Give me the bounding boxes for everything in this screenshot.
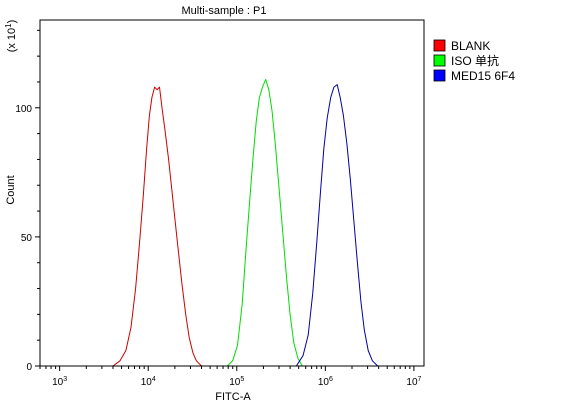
x-axis-label: FITC-A bbox=[215, 391, 251, 403]
series-line-1 bbox=[226, 78, 303, 367]
legend-label-1: ISO 单抗 bbox=[451, 53, 499, 68]
y-tick-label-0: 0 bbox=[26, 362, 32, 373]
x-tick-label-4: 107 bbox=[406, 376, 421, 388]
series-line-2 bbox=[295, 84, 379, 367]
x-tick-label-3: 106 bbox=[318, 376, 333, 388]
legend-label-2: MED15 6F4 bbox=[451, 69, 515, 83]
y-tick-label-1: 50 bbox=[21, 233, 33, 244]
y-axis-multiplier: (x 101) bbox=[4, 20, 18, 53]
legend-label-0: BLANK bbox=[451, 39, 490, 53]
x-tick-label-0: 103 bbox=[52, 376, 67, 388]
legend-swatch-1 bbox=[433, 54, 446, 67]
y-axis-label: Count bbox=[5, 175, 17, 204]
legend-swatch-0 bbox=[433, 39, 446, 52]
chart-title: Multi-sample : P1 bbox=[182, 5, 267, 17]
x-tick-label-1: 104 bbox=[141, 376, 156, 388]
y-tick-label-2: 100 bbox=[15, 104, 32, 115]
legend-swatch-2 bbox=[433, 69, 446, 82]
series-line-0 bbox=[112, 86, 202, 367]
plot-area-frame bbox=[39, 19, 425, 367]
x-tick-label-2: 105 bbox=[229, 376, 244, 388]
